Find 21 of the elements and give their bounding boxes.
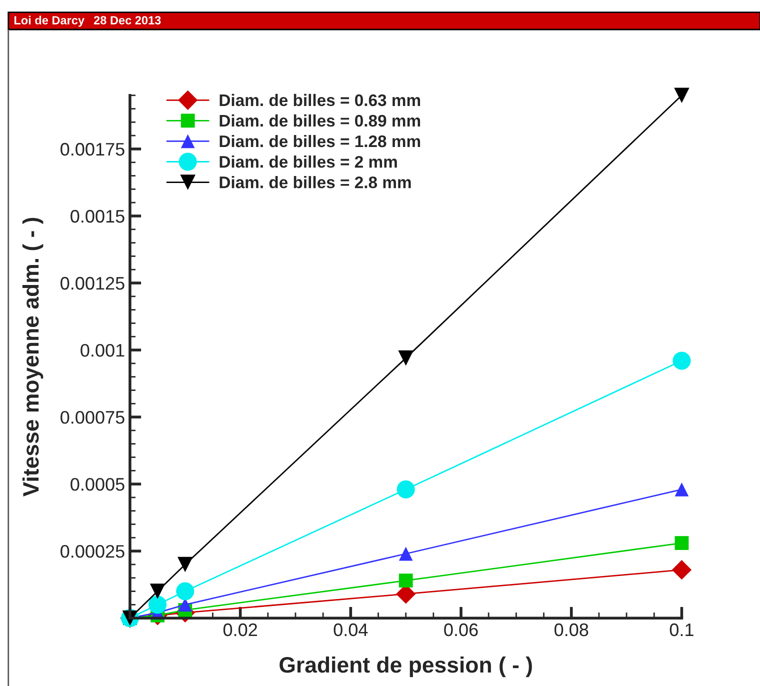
y-tick-label: 0.0015	[70, 210, 124, 223]
text: 28 Dec 2013	[94, 16, 161, 24]
x-tick-label: 0.08	[554, 623, 588, 636]
legend-label: Diam. de billes = 1.28 mm	[220, 134, 420, 148]
chart-title: Loi de Darcy	[14, 16, 84, 27]
legend-label: Diam. de billes = 0.63 mm	[220, 94, 420, 106]
x-tick-label: 0.06	[444, 623, 478, 636]
x-tick-label: 0.02	[223, 623, 257, 636]
y-tick-label: 0.00075	[60, 410, 124, 424]
x-axis-title: Gradient de pession ( - )	[280, 656, 532, 678]
legend-label: Diam. de billes = 0.89 mm	[220, 114, 420, 127]
y-tick-label: 0.001	[80, 344, 124, 357]
x-tick-label: 0.1	[670, 623, 694, 636]
y-tick-label: 0.00125	[60, 276, 124, 290]
y-tick-label: 0.00025	[60, 545, 124, 558]
legend-label: Diam. de billes = 2.8 mm	[220, 176, 411, 188]
x-tick-label: 0.04	[334, 623, 368, 636]
legend-label: Diam. de billes = 2 mm	[220, 156, 397, 168]
y-tick-label: 0.00175	[60, 142, 124, 156]
y-axis-title: Vitesse moyenne adm. ( - )	[22, 218, 44, 497]
y-tick-label: 0.0005	[70, 478, 124, 491]
